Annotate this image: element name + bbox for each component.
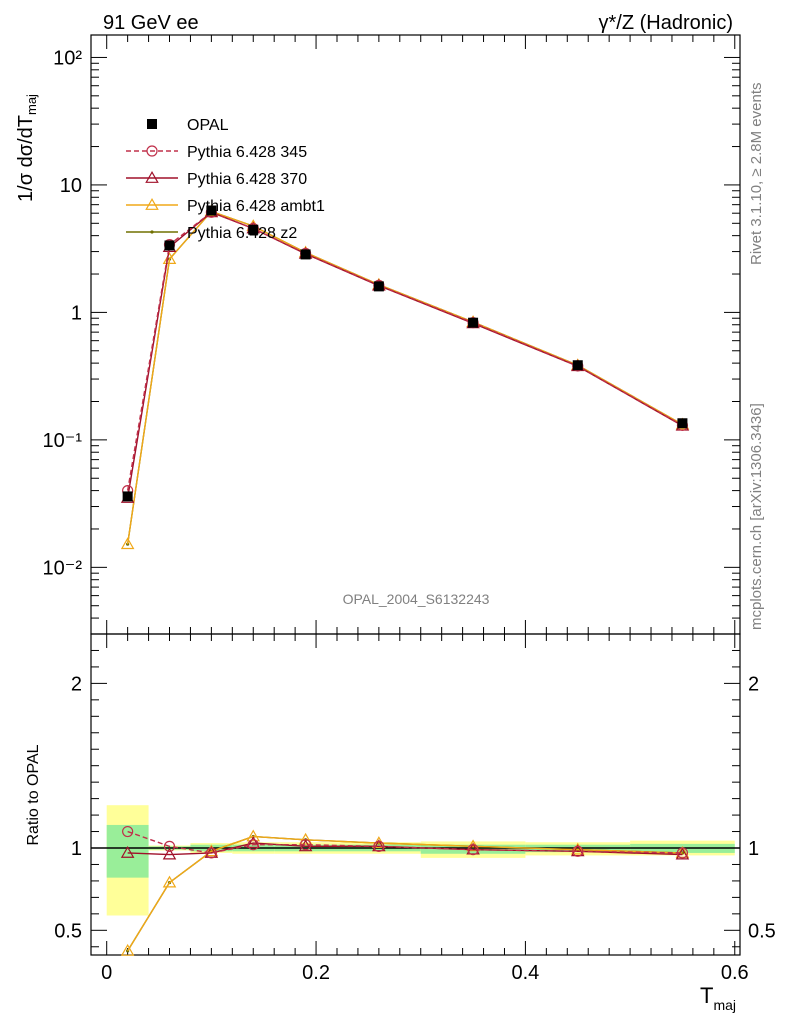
ratio-point-pythia-6-428-345-3 <box>247 839 259 851</box>
main-y-tick-label-4: 10² <box>53 47 82 69</box>
x-axis-label: Tmaj <box>700 983 736 1013</box>
ratio-frame <box>90 633 741 956</box>
ratio-point-pythia-6-428-ambt1-7 <box>570 842 585 855</box>
ratio-point-pythia-6-428-345-5 <box>373 840 385 852</box>
series-line-pythia-6-428-370 <box>126 211 683 499</box>
ratio-point-pythia-6-428-370-3 <box>246 836 261 848</box>
point-opal-2 <box>206 205 217 216</box>
legend-marker-opal <box>147 119 157 129</box>
ratio-y-tick-label-left-1: 1 <box>71 838 82 860</box>
main-y-tick-label-2: 1 <box>71 302 82 324</box>
ratio-point-pythia-6-428-345-0 <box>122 825 134 838</box>
ratio-point-pythia-6-428-370-1 <box>162 847 177 860</box>
ratio-point-pythia-6-428-z2-8 <box>680 851 685 855</box>
ratio-y-tick-label-left-0: 0.5 <box>54 920 82 942</box>
x-tick-label-2: 0.4 <box>512 962 540 984</box>
ratio-y-tick-label-right-1: 1 <box>748 838 759 860</box>
ratio-point-pythia-6-428-ambt1-4 <box>298 832 313 845</box>
ratio-y-tick-label-right-0: 0.5 <box>748 920 776 942</box>
point-opal-5 <box>373 281 384 292</box>
rivet-label: Rivet 3.1.10, ≥ 2.8M events <box>748 83 765 266</box>
point-opal-4 <box>300 249 311 260</box>
legend-marker-pythia-6-428-345 <box>146 145 158 157</box>
legend-label-opal: OPAL <box>187 117 229 134</box>
ratio-point-pythia-6-428-370-4 <box>298 839 313 852</box>
analysis-label: OPAL_2004_S6132243 <box>343 591 490 607</box>
main-y-tick-label-3: 10 <box>60 175 82 197</box>
header-left-label: 91 GeV ee <box>103 12 199 34</box>
point-opal-3 <box>248 224 259 235</box>
ratio-point-pythia-6-428-370-8 <box>675 847 690 860</box>
ratio-ylabel: Ratio to OPAL <box>25 744 42 845</box>
ratio-point-pythia-6-428-ambt1-1 <box>162 875 177 888</box>
mcplots-label: mcplots.cern.ch [arXiv:1306.3436] <box>748 403 765 630</box>
ratio-band-green-0 <box>106 824 149 878</box>
header-right-label: γ*/Z (Hadronic) <box>599 12 733 34</box>
legend-label-pythia-6-428-ambt1: Pythia 6.428 ambt1 <box>187 198 325 215</box>
series-line-pythia-6-428-345 <box>126 211 683 491</box>
main-y-tick-label-0: 10⁻² <box>43 557 83 579</box>
x-tick-label-0: 0 <box>101 962 112 984</box>
ratio-point-pythia-6-428-345-1 <box>163 840 176 852</box>
ratio-point-pythia-6-428-ambt1-2 <box>204 844 219 857</box>
ratio-panel: 0 0.2 0.4 0.6 0.5 0.5 1 1 2 2 <box>54 633 776 984</box>
ratio-point-pythia-6-428-345-4 <box>299 839 312 851</box>
ratio-y-tick-label-right-2: 2 <box>748 673 759 695</box>
legend: OPAL Pythia 6.428 345 Pythia 6.428 370 Pyth… <box>126 117 325 242</box>
ratio-point-pythia-6-428-345-6 <box>467 844 479 856</box>
ratio-point-pythia-6-428-ambt1-3 <box>246 829 261 842</box>
point-pythia-6-428-ambt1-0 <box>120 537 135 550</box>
point-opal-8 <box>677 418 688 429</box>
ratio-y-tick-label-left-2: 2 <box>71 673 82 695</box>
ratio-point-pythia-6-428-345-7 <box>572 845 584 857</box>
ratio-point-pythia-6-428-ambt1-0 <box>120 943 135 956</box>
point-opal-0 <box>122 491 133 502</box>
legend-label-pythia-6-428-z2: Pythia 6.428 z2 <box>187 225 297 242</box>
main-ylabel: 1/σ dσ/dTmaj <box>15 94 39 202</box>
point-opal-7 <box>572 360 583 371</box>
ratio-point-pythia-6-428-345-2 <box>205 847 217 859</box>
point-opal-6 <box>468 317 479 328</box>
main-y-tick-label-1: 10⁻¹ <box>43 430 83 452</box>
legend-label-pythia-6-428-370: Pythia 6.428 370 <box>187 171 307 188</box>
x-tick-label-1: 0.2 <box>302 962 330 984</box>
legend-label-pythia-6-428-345: Pythia 6.428 345 <box>187 144 307 161</box>
legend-marker-pythia-6-428-ambt1 <box>145 198 159 210</box>
point-opal-1 <box>164 240 175 251</box>
legend-marker-pythia-6-428-370 <box>145 171 159 183</box>
legend-marker-pythia-6-428-z2 <box>150 230 154 234</box>
x-tick-label-3: 0.6 <box>721 962 749 984</box>
main-panel: 10⁻² 10⁻¹ 1 10 10² <box>43 34 741 635</box>
ratio-point-pythia-6-428-345-8 <box>676 847 689 859</box>
ratio-point-pythia-6-428-370-0 <box>120 845 135 858</box>
ratio-line-pythia-6-428-345 <box>127 830 683 854</box>
